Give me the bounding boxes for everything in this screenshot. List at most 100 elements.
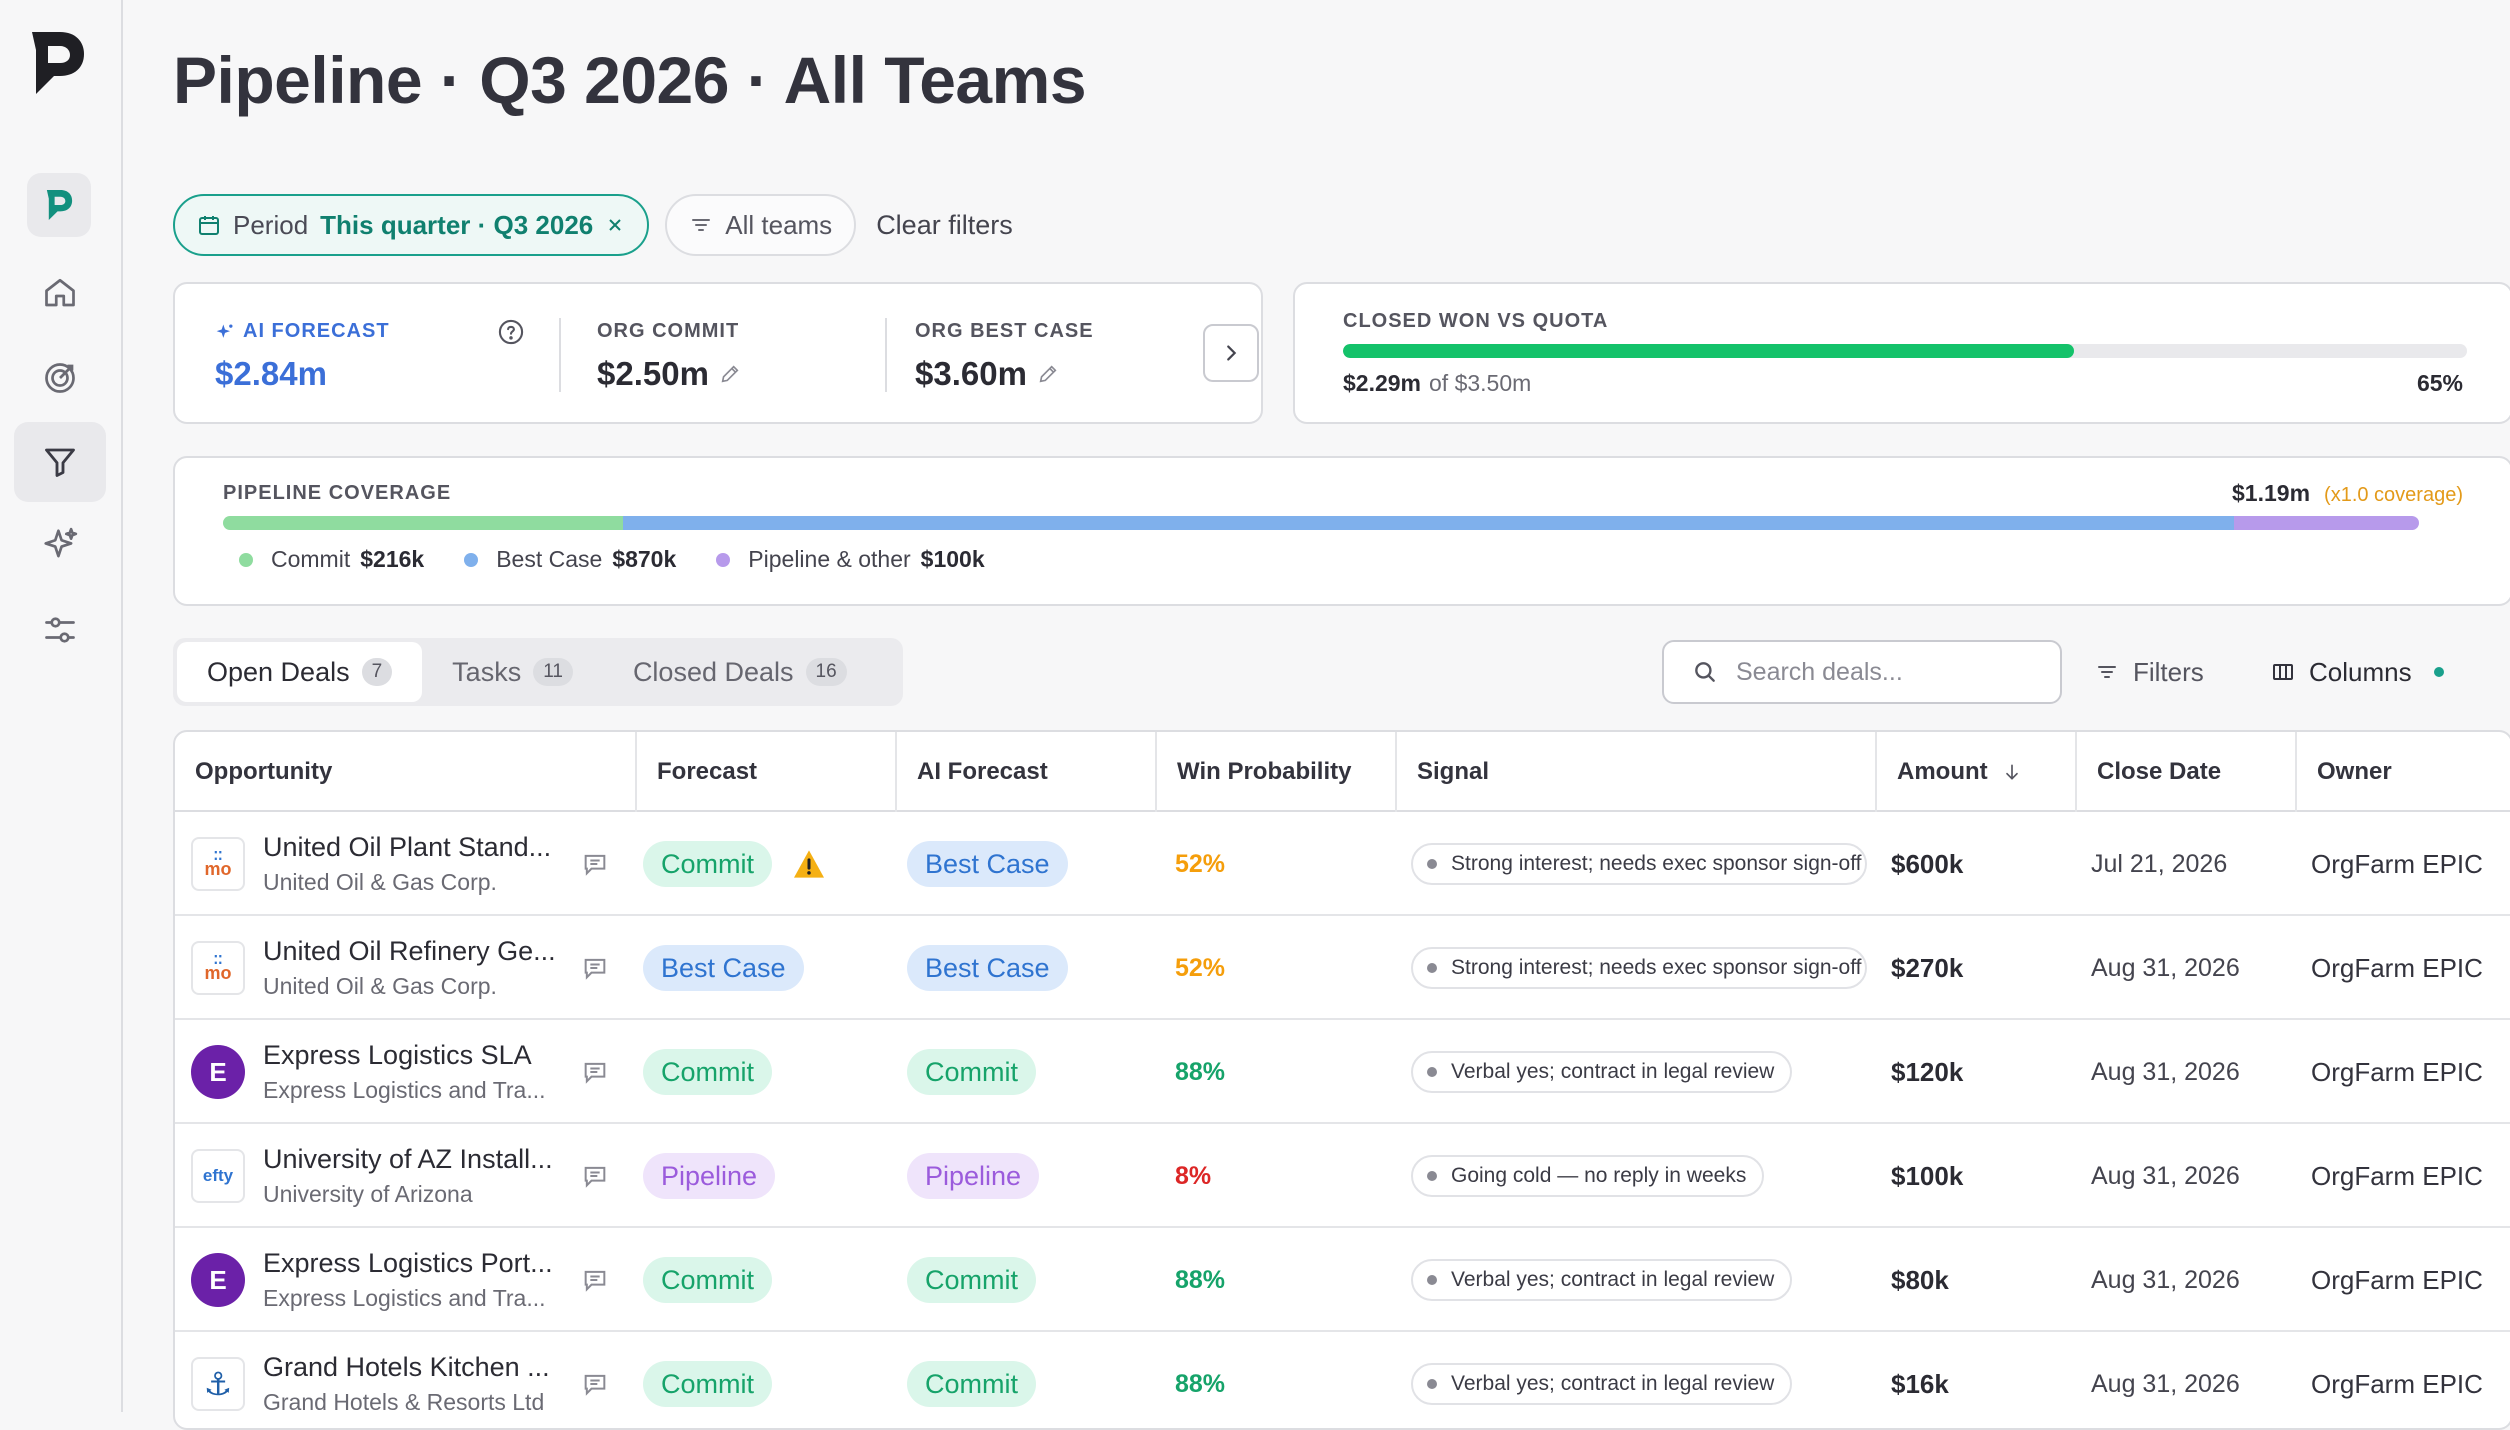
- table-row[interactable]: ⚓ Grand Hotels Kitchen ... Grand Hotels & …: [175, 1332, 2510, 1428]
- close-date-cell: Jul 21, 2026: [2091, 812, 2291, 916]
- edit-icon[interactable]: [719, 363, 741, 385]
- search-input[interactable]: Search deals...: [1662, 640, 2062, 704]
- table-row[interactable]: ⁚⁚ mo United Oil Plant Stand... United Oil …: [175, 812, 2510, 916]
- column-header-owner[interactable]: Owner: [2295, 732, 2510, 812]
- edit-icon[interactable]: [1037, 363, 1059, 385]
- workspace-icon[interactable]: [27, 173, 91, 237]
- forecast-cell: Commit: [631, 1020, 895, 1124]
- forecast-pill[interactable]: Pipeline: [643, 1153, 776, 1199]
- warning-icon[interactable]: [792, 849, 826, 879]
- owner-name[interactable]: OrgFarm EPIC: [2311, 1160, 2483, 1191]
- table-row[interactable]: ⁚⁚ mo United Oil Refinery Ge... United Oil …: [175, 916, 2510, 1020]
- opportunity-name[interactable]: United Oil Refinery Ge...: [263, 936, 556, 966]
- tab-closed-deals[interactable]: Closed Deals 16: [603, 642, 877, 702]
- signal-badge[interactable]: Strong interest; needs exec sponsor sign…: [1411, 947, 1867, 989]
- teams-filter-chip[interactable]: All teams: [665, 194, 857, 256]
- win-probability: 8%: [1175, 1161, 1212, 1190]
- account-name[interactable]: United Oil & Gas Corp.: [263, 869, 497, 895]
- owner-name[interactable]: OrgFarm EPIC: [2311, 952, 2483, 983]
- signal-badge[interactable]: Strong interest; needs exec sponsor sign…: [1411, 843, 1867, 885]
- filters-button[interactable]: Filters: [2095, 648, 2204, 696]
- target-icon[interactable]: [14, 338, 106, 418]
- quota-target-text: of $3.50m: [1429, 370, 1532, 396]
- coverage-bar: [223, 516, 2419, 530]
- account-name[interactable]: Grand Hotels & Resorts Ltd: [263, 1389, 545, 1415]
- coverage-legend-item: Pipeline & other $100k: [716, 546, 985, 573]
- comment-icon[interactable]: [581, 1162, 609, 1190]
- quota-progress-fill: [1343, 344, 2074, 358]
- sparkle-icon[interactable]: [14, 505, 106, 585]
- opportunity-name[interactable]: United Oil Plant Stand...: [263, 832, 552, 862]
- owner-cell: OrgFarm EPIC: [2311, 1228, 2510, 1332]
- close-icon[interactable]: [605, 215, 625, 235]
- funnel-icon[interactable]: [14, 422, 106, 502]
- forecast-pill[interactable]: Commit: [643, 1361, 772, 1407]
- account-name[interactable]: Express Logistics and Tra...: [263, 1077, 546, 1103]
- period-label: Period: [233, 209, 309, 240]
- table-row[interactable]: E Express Logistics SLA Express Logistics …: [175, 1020, 2510, 1124]
- opportunity-name[interactable]: Express Logistics Port...: [263, 1248, 553, 1278]
- forecast-pill[interactable]: Best Case: [643, 945, 804, 991]
- sort-down-icon[interactable]: [2002, 762, 2022, 782]
- deal-amount: $270k: [1891, 952, 1964, 983]
- table-row[interactable]: efty University of AZ Install... Universit…: [175, 1124, 2510, 1228]
- legend-value: $870k: [612, 546, 677, 572]
- column-header-ai-forecast[interactable]: AI Forecast: [895, 732, 1155, 812]
- account-name[interactable]: University of Arizona: [263, 1181, 473, 1207]
- column-header-close-date[interactable]: Close Date: [2075, 732, 2295, 812]
- coverage-label: PIPELINE COVERAGE: [223, 482, 452, 504]
- column-header-signal[interactable]: Signal: [1395, 732, 1875, 812]
- forecast-pill[interactable]: Commit: [643, 1257, 772, 1303]
- signal-badge[interactable]: Going cold — no reply in weeks: [1411, 1155, 1765, 1197]
- owner-name[interactable]: OrgFarm EPIC: [2311, 848, 2483, 879]
- table-header: Opportunity Forecast AI Forecast Win Pro…: [175, 732, 2510, 812]
- expand-forecast-button[interactable]: [1203, 324, 1259, 382]
- comment-icon[interactable]: [581, 1058, 609, 1086]
- brand-logo[interactable]: [28, 28, 86, 98]
- comment-icon[interactable]: [581, 850, 609, 878]
- comment-icon[interactable]: [581, 1266, 609, 1294]
- divider: [885, 318, 887, 392]
- opportunity-name[interactable]: Express Logistics SLA: [263, 1040, 532, 1070]
- table-row[interactable]: E Express Logistics Port... Express Logist…: [175, 1228, 2510, 1332]
- filter-lines-icon: [2098, 666, 2116, 678]
- deal-amount: $100k: [1891, 1160, 1964, 1191]
- account-logo-text: mo: [204, 963, 232, 984]
- opportunity-text: United Oil Plant Stand... United Oil & Ga…: [263, 832, 563, 896]
- forecast-pill[interactable]: Commit: [643, 1049, 772, 1095]
- column-header-opportunity[interactable]: Opportunity: [195, 758, 333, 785]
- comment-icon[interactable]: [581, 1370, 609, 1398]
- forecast-card: AI FORECAST $2.84m ORG COMMIT $2.50m ORG…: [173, 282, 1263, 424]
- signal-text: Verbal yes; contract in legal review: [1451, 1372, 1775, 1395]
- tab-open-deals[interactable]: Open Deals 7: [177, 642, 423, 702]
- owner-name[interactable]: OrgFarm EPIC: [2311, 1056, 2483, 1087]
- signal-badge[interactable]: Verbal yes; contract in legal review: [1411, 1259, 1793, 1301]
- sliders-icon[interactable]: [14, 590, 106, 670]
- column-header-win-probability[interactable]: Win Probability: [1155, 732, 1395, 812]
- forecast-cell: Commit: [631, 812, 895, 916]
- tab-tasks[interactable]: Tasks 11: [422, 642, 603, 702]
- forecast-cell: Commit: [631, 1228, 895, 1332]
- owner-name[interactable]: OrgFarm EPIC: [2311, 1368, 2483, 1399]
- opportunity-name[interactable]: Grand Hotels Kitchen ...: [263, 1352, 550, 1382]
- signal-text: Going cold — no reply in weeks: [1451, 1164, 1747, 1187]
- signal-text: Verbal yes; contract in legal review: [1451, 1268, 1775, 1291]
- signal-badge[interactable]: Verbal yes; contract in legal review: [1411, 1051, 1793, 1093]
- clear-filters-button[interactable]: Clear filters: [876, 209, 1013, 240]
- account-name[interactable]: Express Logistics and Tra...: [263, 1285, 546, 1311]
- home-icon[interactable]: [14, 253, 106, 333]
- account-name[interactable]: United Oil & Gas Corp.: [263, 973, 497, 999]
- columns-button[interactable]: Columns: [2271, 648, 2444, 696]
- owner-name[interactable]: OrgFarm EPIC: [2311, 1264, 2483, 1295]
- coverage-card: PIPELINE COVERAGE $1.19m (x1.0 coverage)…: [173, 456, 2510, 606]
- amount-cell: $600k: [1891, 812, 2071, 916]
- comment-icon[interactable]: [581, 954, 609, 982]
- help-icon[interactable]: [497, 318, 525, 346]
- period-filter-chip[interactable]: Period This quarter · Q3 2026: [173, 194, 650, 256]
- opportunity-name[interactable]: University of AZ Install...: [263, 1144, 553, 1174]
- column-header-forecast[interactable]: Forecast: [635, 732, 895, 812]
- column-header-amount[interactable]: Amount: [1875, 732, 2075, 812]
- page-title: Pipeline · Q3 2026 · All Teams: [173, 43, 1087, 117]
- signal-badge[interactable]: Verbal yes; contract in legal review: [1411, 1363, 1793, 1405]
- forecast-pill[interactable]: Commit: [643, 841, 772, 887]
